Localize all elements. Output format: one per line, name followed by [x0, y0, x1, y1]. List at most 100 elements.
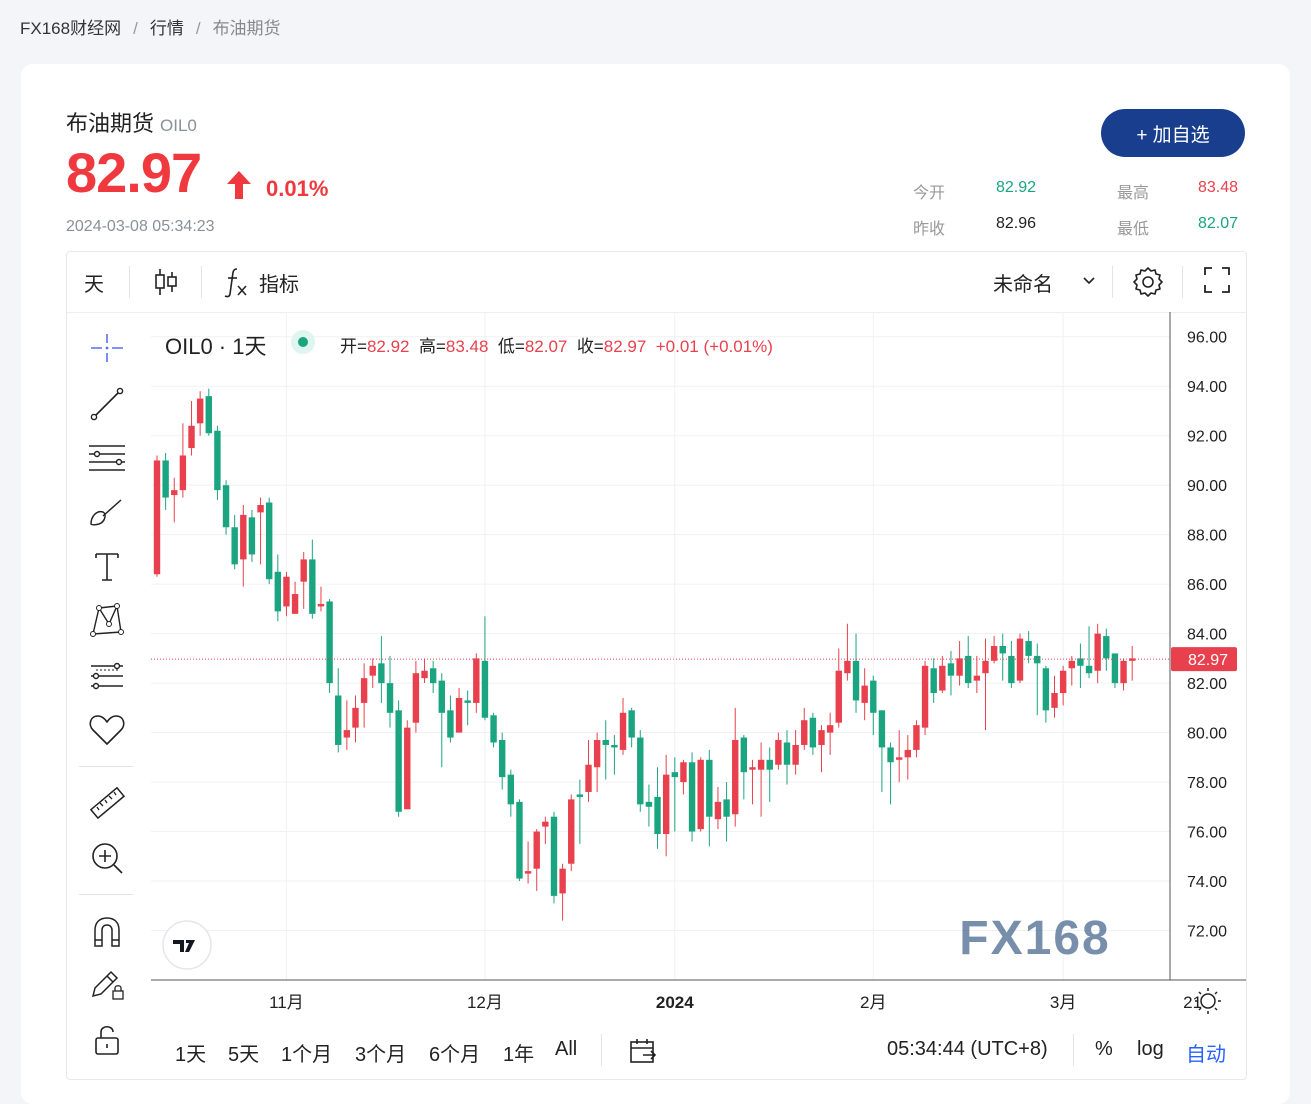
percent-scale-toggle[interactable]: % — [1095, 1038, 1113, 1060]
candle — [196, 391, 204, 436]
candle — [801, 707, 808, 750]
candle — [1085, 626, 1093, 679]
range-all[interactable]: All — [555, 1038, 578, 1060]
candle — [619, 697, 627, 755]
log-scale-toggle[interactable]: log — [1137, 1038, 1164, 1060]
heart-icon[interactable] — [87, 710, 127, 750]
time-tick-label: 12月 — [467, 993, 503, 1012]
brush-icon[interactable] — [87, 492, 127, 532]
date-range-icon[interactable] — [629, 1038, 657, 1064]
chart-toolbar: 天 指标 未命名 — [67, 252, 1246, 313]
candle — [447, 695, 454, 743]
candle — [852, 633, 860, 713]
candle — [516, 799, 523, 882]
range-5d[interactable]: 5天 — [228, 1044, 260, 1066]
candle — [861, 668, 868, 721]
price-chart[interactable]: 96.00 94.00 92.00 90.00 88.00 86.00 84.00 82.00… — [151, 312, 1246, 1022]
interval-selector[interactable]: 天 — [84, 274, 104, 296]
stat-high-value: 83.48 — [1198, 179, 1239, 196]
clock-timezone[interactable]: 05:34:44 (UTC+8) — [887, 1038, 1048, 1060]
candle — [593, 732, 601, 792]
auto-scale-toggle[interactable]: 自动 — [1186, 1044, 1226, 1066]
candle — [326, 598, 333, 694]
unlock-icon[interactable] — [87, 1020, 127, 1060]
candle — [740, 735, 748, 800]
range-1d[interactable]: 1天 — [175, 1044, 207, 1066]
price-tick-label: 78.00 — [1187, 775, 1227, 792]
candle — [602, 720, 609, 780]
eye-icon[interactable] — [87, 1072, 127, 1080]
fx168-watermark: FX168 — [959, 912, 1110, 965]
magnet-icon[interactable] — [87, 912, 127, 952]
layout-name-dropdown[interactable]: 未命名 — [993, 274, 1053, 296]
breadcrumb-home[interactable]: FX168财经网 — [20, 19, 122, 38]
price-tick-label: 72.00 — [1187, 924, 1227, 941]
ruler-icon[interactable] — [87, 784, 127, 824]
range-3m[interactable]: 3个月 — [355, 1044, 407, 1066]
candle — [818, 725, 825, 773]
candle — [1034, 643, 1041, 716]
tradingview-logo[interactable] — [162, 920, 212, 970]
candle — [809, 712, 817, 755]
forecast-tool-icon[interactable] — [87, 656, 127, 696]
candle — [732, 707, 739, 827]
crosshair-icon[interactable] — [87, 328, 127, 368]
candle — [973, 655, 981, 694]
candle — [645, 784, 653, 827]
market-status-icon[interactable] — [289, 328, 317, 356]
settings-gear-icon[interactable] — [1131, 265, 1165, 299]
fullscreen-icon[interactable] — [1203, 266, 1231, 294]
candle — [464, 690, 471, 726]
candle — [240, 504, 247, 587]
lock-drawing-icon[interactable] — [87, 964, 127, 1004]
time-tick-label: 2月 — [860, 993, 886, 1012]
stat-open-value: 82.92 — [996, 179, 1037, 196]
price-tick-label: 86.00 — [1187, 577, 1227, 594]
time-tick-label: 2024 — [656, 993, 694, 1012]
chevron-down-icon[interactable] — [1082, 276, 1096, 286]
indicators-button[interactable]: 指标 — [259, 274, 299, 296]
trend-line-icon[interactable] — [87, 384, 127, 424]
fib-lines-icon[interactable] — [87, 438, 127, 478]
breadcrumb-separator: / — [195, 19, 201, 38]
add-to-watchlist-button[interactable]: + 加自选 — [1101, 109, 1245, 157]
candle — [360, 663, 368, 728]
candle — [1008, 641, 1015, 689]
text-tool-icon[interactable] — [87, 546, 127, 586]
stat-high-label: 最高 — [1117, 185, 1150, 202]
range-1y[interactable]: 1年 — [503, 1044, 535, 1066]
legend-close-label: 收= — [576, 337, 604, 356]
candle — [1103, 628, 1110, 671]
candle — [265, 497, 273, 585]
candle — [188, 401, 195, 456]
candle — [628, 707, 635, 748]
price-tick-label: 84.00 — [1187, 627, 1227, 644]
stat-low-label: 最低 — [1117, 221, 1150, 238]
candle — [499, 732, 506, 790]
pattern-tool-icon[interactable] — [87, 600, 127, 640]
drawing-toolbar — [67, 312, 151, 1079]
legend-low-label: 低= — [497, 337, 525, 356]
chart-theme-toggle[interactable] — [1195, 988, 1221, 1014]
candle — [714, 787, 722, 830]
candle — [559, 863, 566, 921]
legend-close: 82.97 — [603, 337, 647, 356]
price-tick-label: 94.00 — [1187, 379, 1227, 396]
candle — [930, 658, 937, 703]
candle — [921, 660, 929, 736]
stat-prev-close-value: 82.96 — [996, 215, 1037, 232]
candle — [421, 658, 428, 684]
price-tick-label: 92.00 — [1187, 429, 1227, 446]
zoom-in-icon[interactable] — [87, 838, 127, 878]
candle-style-icon[interactable] — [153, 268, 179, 296]
last-price: 82.97 — [66, 141, 202, 204]
candle — [982, 638, 989, 731]
function-fx-icon[interactable] — [223, 266, 249, 298]
candle — [162, 453, 169, 510]
breadcrumb-market[interactable]: 行情 — [149, 19, 184, 38]
range-1m[interactable]: 1个月 — [281, 1044, 333, 1066]
candle — [429, 660, 437, 694]
instrument-title: 布油期货 OIL0 — [66, 106, 197, 138]
range-6m[interactable]: 6个月 — [429, 1044, 481, 1066]
candle — [1128, 646, 1136, 681]
